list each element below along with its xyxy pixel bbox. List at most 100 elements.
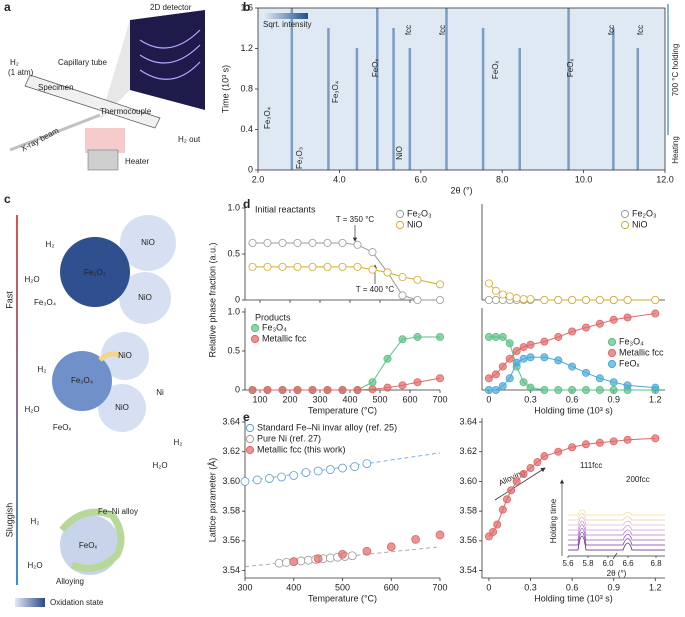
diffraction-stripe (445, 8, 448, 170)
data-point (368, 265, 377, 274)
panel-label: e (243, 410, 250, 424)
setup-label: (1 atm) (8, 68, 34, 77)
x-tick-label: 8.0 (496, 174, 509, 184)
data-point (526, 295, 535, 304)
data-point (581, 368, 590, 377)
data-point (248, 238, 257, 247)
colorbar (263, 13, 308, 19)
y-tick-label: 0 (235, 294, 240, 304)
inset-curve (568, 524, 665, 536)
data-point (323, 238, 332, 247)
y-tick-label: 3.64 (459, 416, 477, 426)
y-tick-label: 3.64 (222, 416, 240, 426)
data-point (595, 374, 604, 383)
data-point (505, 374, 514, 383)
data-point (519, 469, 528, 478)
mechanism-label: Alloying (56, 577, 84, 586)
speed-label: Sluggish (4, 503, 14, 538)
data-point (540, 295, 549, 304)
data-point (313, 466, 323, 476)
x-tick-label: 0.9 (607, 582, 620, 592)
y-tick-label: 3.56 (222, 535, 240, 545)
diffraction-stripe (392, 28, 395, 170)
data-point (296, 556, 306, 566)
data-point (623, 381, 632, 390)
data-point (338, 463, 347, 473)
x-tick-label: 12.0 (656, 174, 674, 184)
y-tick-label: 3.62 (459, 446, 477, 456)
series-line (488, 437, 656, 537)
y-tick-label: 3.60 (459, 476, 477, 486)
data-point (277, 472, 286, 482)
panel-label: d (243, 197, 250, 211)
data-point (435, 530, 445, 540)
data-point (554, 447, 563, 456)
data-point (498, 362, 507, 371)
y-tick-label: 0.8 (240, 83, 253, 93)
legend-label: NiO (407, 219, 423, 229)
data-point (338, 549, 347, 559)
y-tick-label: 0.5 (227, 345, 240, 355)
x-tick-label: 1.2 (649, 582, 662, 592)
data-point (368, 248, 377, 257)
data-point (308, 385, 317, 394)
x-axis-label: Holding time (10³ s) (534, 405, 613, 415)
mechanism-label: FeOₓ (53, 423, 72, 432)
inset-curve (568, 513, 665, 521)
diffraction-stripe (408, 48, 412, 170)
data-point (595, 319, 604, 328)
data-point (398, 381, 407, 390)
diffraction-stripe (355, 48, 359, 170)
data-point (264, 474, 274, 483)
y-tick-label: 0 (235, 384, 240, 394)
data-point (568, 362, 577, 371)
data-point (491, 286, 500, 295)
legend-marker (620, 209, 630, 219)
data-point (568, 385, 577, 394)
data-point (595, 385, 604, 394)
panel-label: b (243, 0, 250, 14)
y-tick-label: 3.62 (222, 446, 240, 456)
annotation: fcc (607, 25, 616, 35)
data-point (651, 383, 660, 392)
data-point (623, 295, 632, 304)
data-point (293, 238, 302, 247)
y-tick-label: 3.58 (459, 506, 477, 516)
legend-label: Metallic fcc (this work) (257, 444, 346, 454)
x-tick-label: 0.3 (524, 582, 537, 592)
data-point (526, 464, 535, 473)
x-tick-label: 200 (282, 394, 297, 404)
mechanism-label: NiO (138, 293, 152, 302)
mechanism-label: Fe₃O₄ (71, 376, 93, 385)
inset-tick-label: 6.0 (602, 559, 614, 568)
data-point (489, 527, 498, 536)
mechanism-label: NiO (115, 403, 129, 412)
data-point (568, 295, 577, 304)
legend-label: Fe₃O₄ (619, 336, 644, 346)
data-point (308, 238, 317, 247)
data-point (263, 238, 272, 247)
data-point (338, 238, 347, 247)
annotation: FeOₓ (371, 59, 380, 78)
annotation: FeOₓ (491, 61, 500, 80)
setup-label: Specimen (38, 83, 74, 92)
inset-axis-break (612, 552, 618, 560)
data-point (289, 471, 299, 480)
setup-label: H₂ out (178, 135, 201, 144)
data-point (274, 558, 284, 568)
panel-label: c (4, 192, 11, 206)
data-point (505, 339, 514, 348)
setup-label: X-ray beam (19, 126, 60, 154)
data-point (512, 294, 521, 303)
data-point (491, 295, 500, 304)
data-point (282, 558, 291, 567)
data-point (581, 440, 590, 449)
data-point (303, 555, 313, 565)
x-tick-label: 400 (342, 394, 357, 404)
x-tick-label: 2.0 (252, 174, 265, 184)
y-tick-label: 3.60 (222, 476, 240, 486)
mechanism-label: H₂ (31, 517, 40, 526)
x-axis-label: Holding time (10³ s) (534, 593, 613, 603)
panel-label: a (4, 0, 11, 14)
data-point (554, 385, 563, 394)
